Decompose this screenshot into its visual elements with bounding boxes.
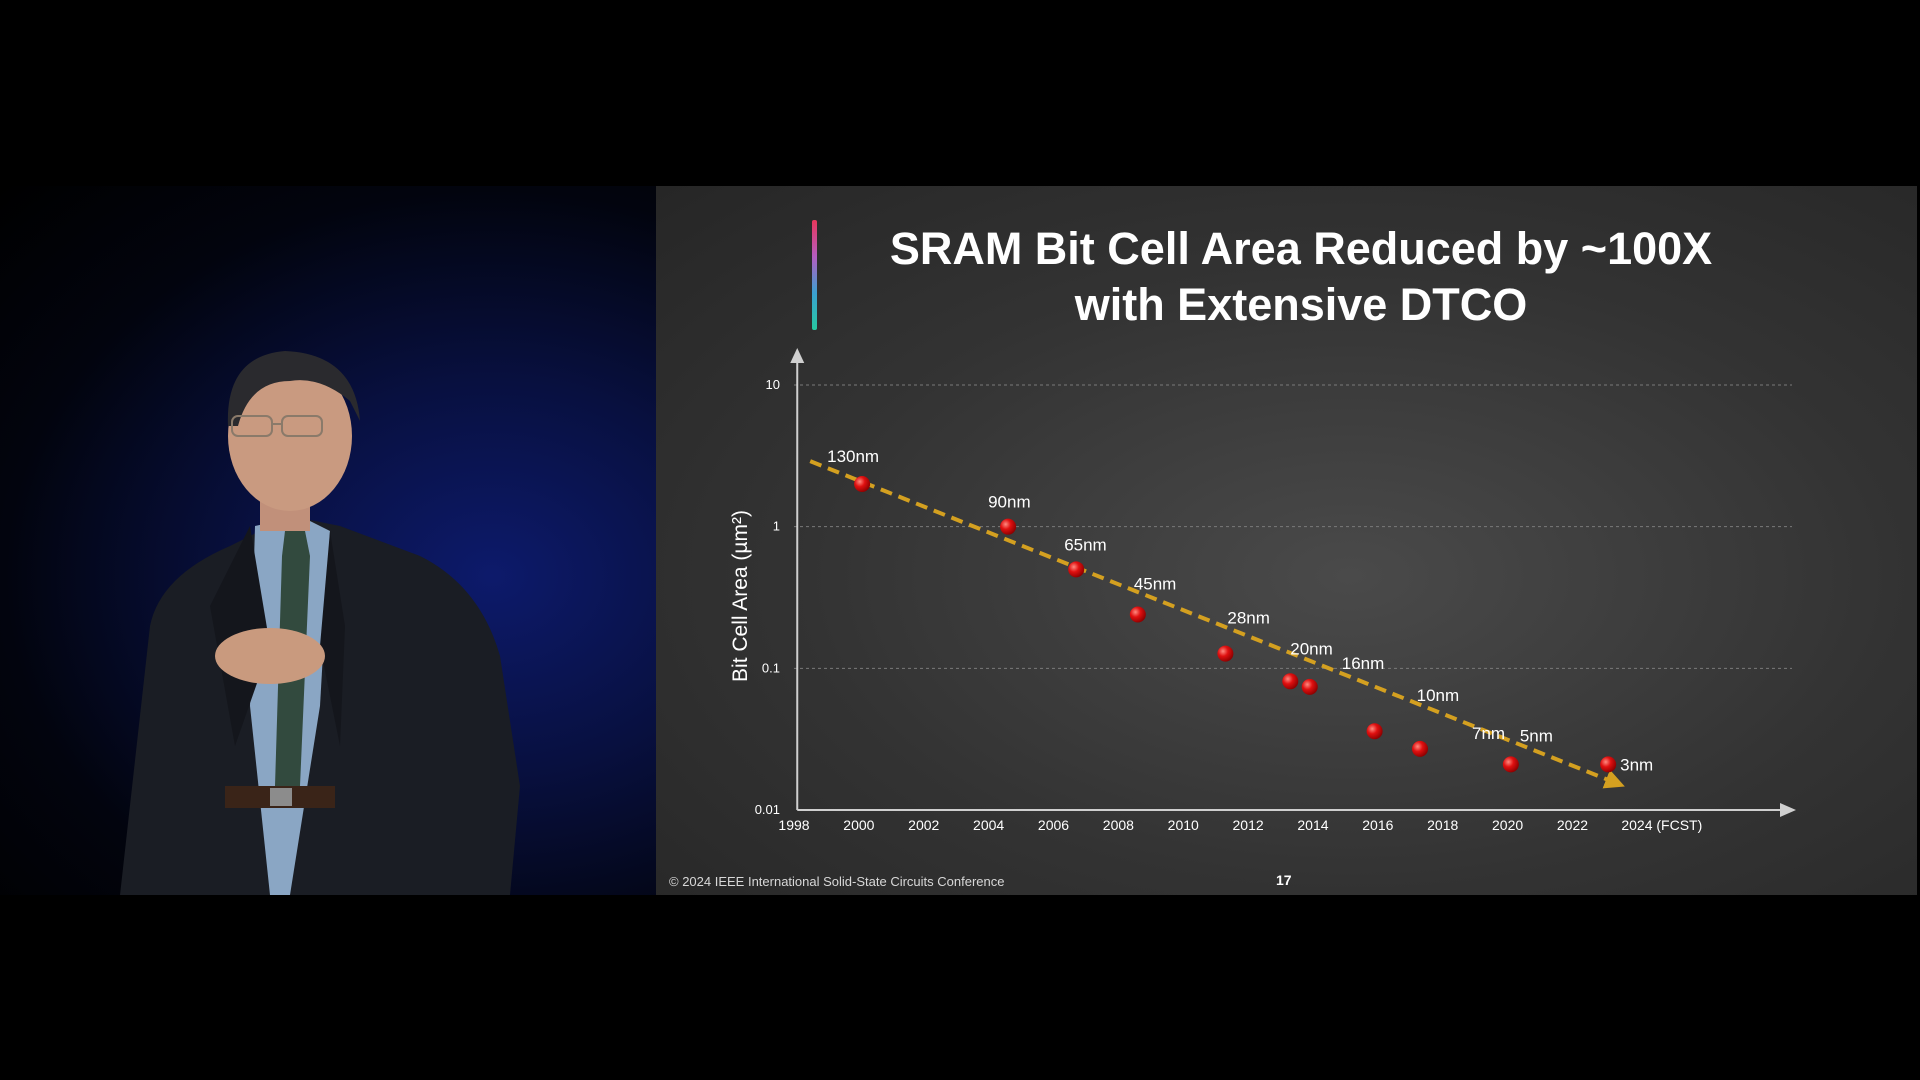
slide-page-number: 17 bbox=[1276, 872, 1292, 888]
data-point bbox=[1129, 606, 1146, 623]
y-axis-label: Bit Cell Area (µm²) bbox=[729, 510, 752, 682]
x-tick-label: 2004 bbox=[973, 817, 1004, 833]
speaker-silhouette bbox=[120, 351, 520, 895]
slide-title: SRAM Bit Cell Area Reduced by ~100X with… bbox=[836, 221, 1766, 333]
x-tick-label: 2008 bbox=[1103, 817, 1134, 833]
presentation-slide: SRAM Bit Cell Area Reduced by ~100X with… bbox=[656, 186, 1917, 895]
video-frame: SRAM Bit Cell Area Reduced by ~100X with… bbox=[0, 186, 1920, 895]
x-tick-label: 2018 bbox=[1427, 817, 1458, 833]
data-point bbox=[1502, 756, 1519, 773]
point-label: 20nm bbox=[1290, 639, 1333, 658]
y-tick-label: 0.01 bbox=[755, 802, 780, 817]
title-accent-bar bbox=[812, 220, 817, 330]
data-point bbox=[1366, 723, 1383, 740]
x-tick-label: 2014 bbox=[1297, 817, 1328, 833]
data-point bbox=[1301, 678, 1318, 695]
slide-title-line1: SRAM Bit Cell Area Reduced by ~100X bbox=[889, 223, 1713, 274]
x-tick-label: 2006 bbox=[1038, 817, 1069, 833]
data-point bbox=[1000, 518, 1017, 535]
x-tick-label: 2012 bbox=[1233, 817, 1264, 833]
point-label: 10nm bbox=[1417, 686, 1460, 705]
y-axis-arrow bbox=[790, 348, 805, 363]
point-label: 90nm bbox=[988, 493, 1031, 512]
x-axis-arrow bbox=[1780, 803, 1796, 817]
point-label: 130nm bbox=[827, 447, 879, 466]
footer-copyright: © 2024 IEEE International Solid-State Ci… bbox=[669, 874, 1005, 889]
x-tick-label: 2024 (FCST) bbox=[1621, 817, 1702, 833]
y-tick-label: 10 bbox=[766, 377, 780, 392]
y-tick-label: 0.1 bbox=[762, 660, 780, 675]
data-point bbox=[1600, 756, 1617, 773]
slide-title-line2: with Extensive DTCO bbox=[1074, 279, 1528, 330]
x-tick-label: 1998 bbox=[778, 817, 809, 833]
point-label: 5nm bbox=[1520, 726, 1553, 745]
x-tick-label: 2020 bbox=[1492, 817, 1523, 833]
point-label: 65nm bbox=[1064, 535, 1107, 554]
x-tick-label: 2010 bbox=[1168, 817, 1199, 833]
y-tick-label: 1 bbox=[773, 519, 780, 534]
point-label: 28nm bbox=[1227, 609, 1270, 628]
data-point bbox=[1282, 673, 1299, 690]
point-label: 7nm bbox=[1472, 724, 1505, 743]
point-label: 3nm bbox=[1620, 755, 1653, 774]
x-tick-label: 2016 bbox=[1362, 817, 1393, 833]
point-label: 16nm bbox=[1342, 654, 1385, 673]
trend-line bbox=[809, 459, 1625, 789]
x-tick-label: 2002 bbox=[908, 817, 939, 833]
data-point bbox=[854, 476, 871, 493]
data-point bbox=[1217, 645, 1234, 662]
speaker-video bbox=[0, 186, 656, 895]
data-point bbox=[1068, 561, 1085, 578]
point-label: 45nm bbox=[1134, 574, 1177, 593]
data-point bbox=[1412, 740, 1429, 757]
x-tick-label: 2000 bbox=[843, 817, 874, 833]
x-tick-label: 2022 bbox=[1557, 817, 1588, 833]
